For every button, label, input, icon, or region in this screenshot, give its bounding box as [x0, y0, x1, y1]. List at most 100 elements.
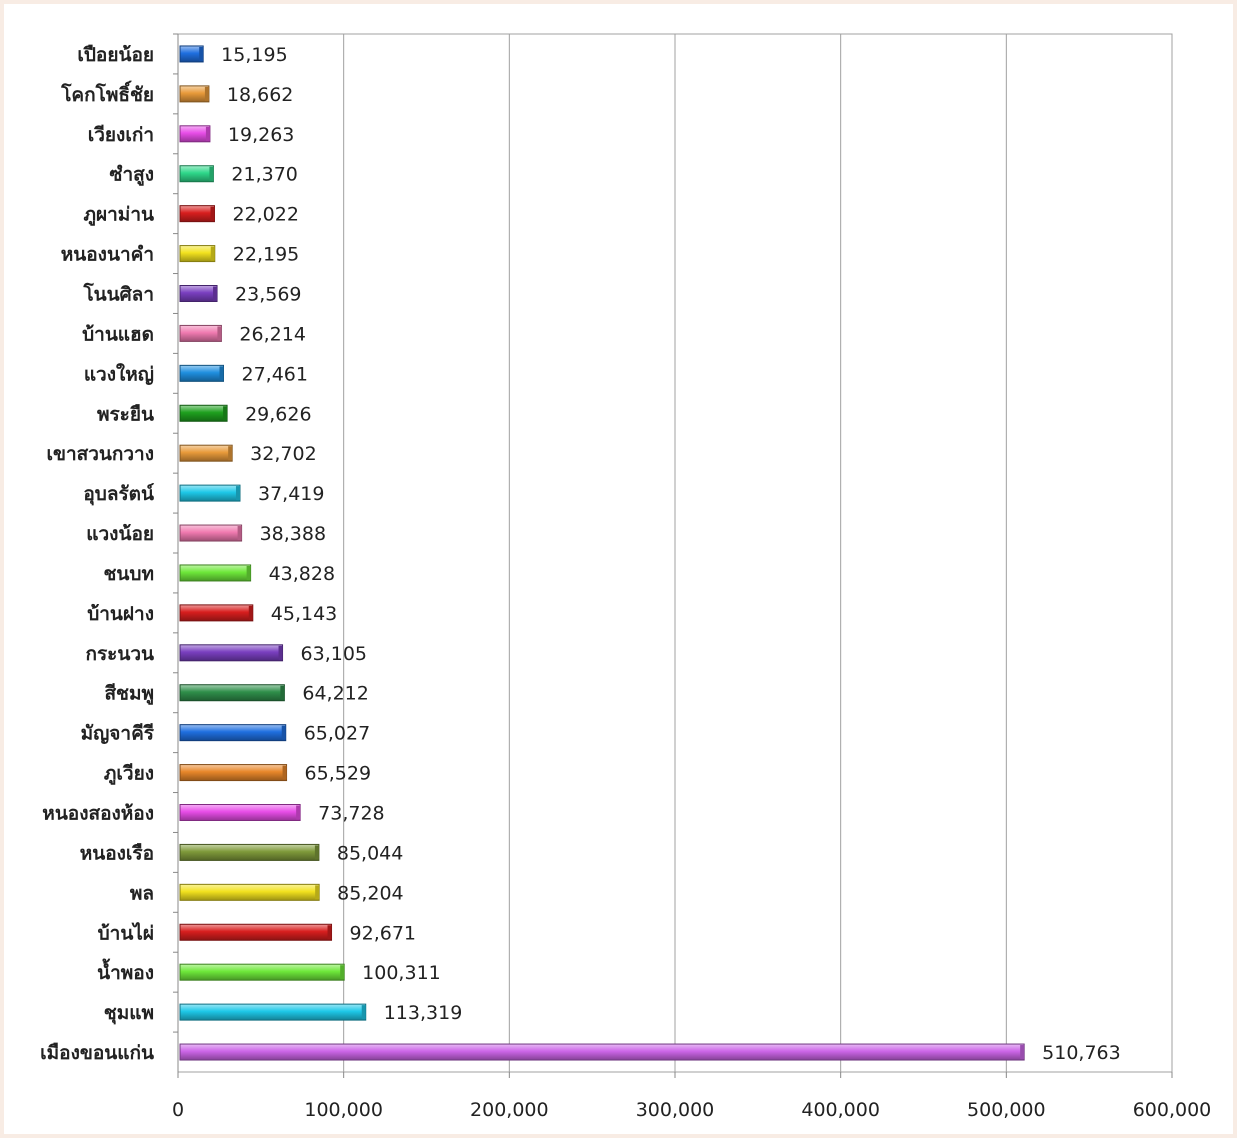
data-label: 65,529	[305, 763, 371, 785]
bar-end-cap	[314, 845, 319, 860]
bar-end-cap	[278, 645, 283, 660]
data-label: 43,828	[269, 563, 335, 585]
bar-end-cap	[296, 805, 301, 820]
category-label: พล	[130, 882, 154, 904]
value-labels: 15,195 18,662 19,263 21,370 22,022 22,195 23,5…	[221, 44, 1121, 1064]
bar-end-cap	[228, 446, 233, 461]
data-label: 73,728	[318, 803, 384, 825]
chart-frame: เปือยน้อยโคกโพธิ์ชัยเวียงเก่าซำสูงภูผาม่…	[4, 4, 1233, 1134]
data-label: 27,461	[241, 363, 307, 385]
bar	[179, 843, 320, 861]
bar-end-cap	[280, 685, 285, 700]
bar-end-cap	[199, 46, 204, 61]
data-label: 15,195	[221, 44, 287, 66]
bar-end-cap	[204, 86, 209, 101]
category-label: โนนศิลา	[82, 283, 154, 306]
bar-end-cap	[340, 965, 345, 980]
bar	[179, 1003, 367, 1021]
data-label: 45,143	[271, 603, 337, 625]
category-label: บ้านแฮด	[82, 323, 154, 345]
data-label: 37,419	[258, 483, 324, 505]
x-tick-label: 100,000	[304, 1099, 383, 1121]
data-label: 19,263	[228, 124, 294, 146]
data-label: 63,105	[301, 643, 367, 665]
data-label: 23,569	[235, 284, 301, 306]
bar-chart: เปือยน้อยโคกโพธิ์ชัยเวียงเก่าซำสูงภูผาม่…	[40, 33, 1212, 1121]
data-label: 38,388	[260, 523, 326, 545]
x-tick-label: 0	[172, 1099, 184, 1121]
bar	[179, 883, 320, 901]
bar	[179, 1043, 1025, 1061]
x-axis: 0 100,000 200,000 300,000 400,000 500,000 600,…	[172, 33, 1212, 1121]
bar	[179, 484, 241, 502]
data-label: 85,204	[337, 882, 403, 904]
bar	[179, 364, 224, 382]
category-label: กระนวน	[85, 643, 154, 665]
bar-end-cap	[223, 406, 228, 421]
bar	[179, 285, 218, 302]
x-tick-label: 600,000	[1133, 1099, 1212, 1121]
category-label: แวงใหญ่	[84, 362, 154, 385]
bar-end-cap	[219, 366, 224, 381]
category-label: สีชมพู	[104, 683, 154, 706]
category-label: หนองนาคำ	[61, 244, 154, 266]
category-label: น้ำพอง	[97, 958, 154, 984]
bar-end-cap	[213, 286, 218, 301]
x-tick-label: 200,000	[470, 1099, 549, 1121]
category-label: ภูเวียง	[104, 763, 154, 786]
bar	[179, 125, 211, 143]
x-tick-label: 500,000	[967, 1099, 1046, 1121]
bar-end-cap	[282, 765, 287, 780]
bar	[179, 963, 345, 981]
category-label: เมืองขอนแก่น	[40, 1042, 154, 1064]
bar-end-cap	[210, 206, 215, 221]
category-label: เขาสวนกวาง	[46, 443, 154, 465]
bar-end-cap	[327, 925, 332, 940]
data-label: 65,027	[304, 723, 370, 745]
data-label: 100,311	[362, 962, 441, 984]
data-label: 29,626	[245, 403, 311, 425]
data-label: 22,022	[232, 204, 298, 226]
data-label: 18,662	[227, 84, 293, 106]
bar	[179, 644, 284, 662]
data-label: 32,702	[250, 443, 316, 465]
data-label: 85,044	[337, 842, 403, 864]
category-label: มัญจาคีรี	[81, 723, 155, 745]
category-label: ซำสูง	[110, 164, 154, 187]
x-tick-label: 400,000	[801, 1099, 880, 1121]
data-label: 26,214	[239, 323, 305, 345]
bar	[179, 804, 301, 821]
data-label: 113,319	[384, 1002, 463, 1024]
bar-end-cap	[315, 885, 320, 900]
bar-end-cap	[205, 126, 210, 141]
bar-end-cap	[210, 246, 215, 261]
bar-end-cap	[237, 526, 242, 541]
category-label: เปือยน้อย	[77, 44, 154, 66]
bar	[179, 205, 215, 223]
category-labels: เปือยน้อยโคกโพธิ์ชัยเวียงเก่าซำสูงภูผาม่…	[40, 44, 155, 1064]
bar	[179, 404, 228, 422]
bar	[179, 564, 252, 582]
category-label: ชนบท	[104, 563, 154, 585]
bar-end-cap	[361, 1005, 366, 1020]
bar	[179, 604, 254, 622]
data-label: 64,212	[302, 683, 368, 705]
category-label: โคกโพธิ์ชัย	[60, 80, 154, 106]
category-label: ภูผาม่าน	[83, 204, 154, 227]
category-label: แวงน้อย	[86, 523, 154, 545]
x-tick-label: 300,000	[636, 1099, 715, 1121]
category-label: ชุมแพ	[104, 1002, 154, 1025]
bar	[179, 764, 288, 782]
category-label: อุบลรัตน์	[83, 483, 154, 506]
bar-end-cap	[1020, 1045, 1025, 1060]
bar	[179, 524, 243, 542]
category-label: เวียงเก่า	[88, 124, 154, 146]
bar	[179, 923, 333, 941]
bar	[179, 724, 287, 742]
data-label: 21,370	[231, 164, 297, 186]
bar	[179, 684, 285, 702]
bar	[179, 245, 216, 263]
data-label: 510,763	[1042, 1042, 1121, 1064]
category-label: พระยืน	[97, 403, 154, 425]
bar	[179, 85, 210, 103]
